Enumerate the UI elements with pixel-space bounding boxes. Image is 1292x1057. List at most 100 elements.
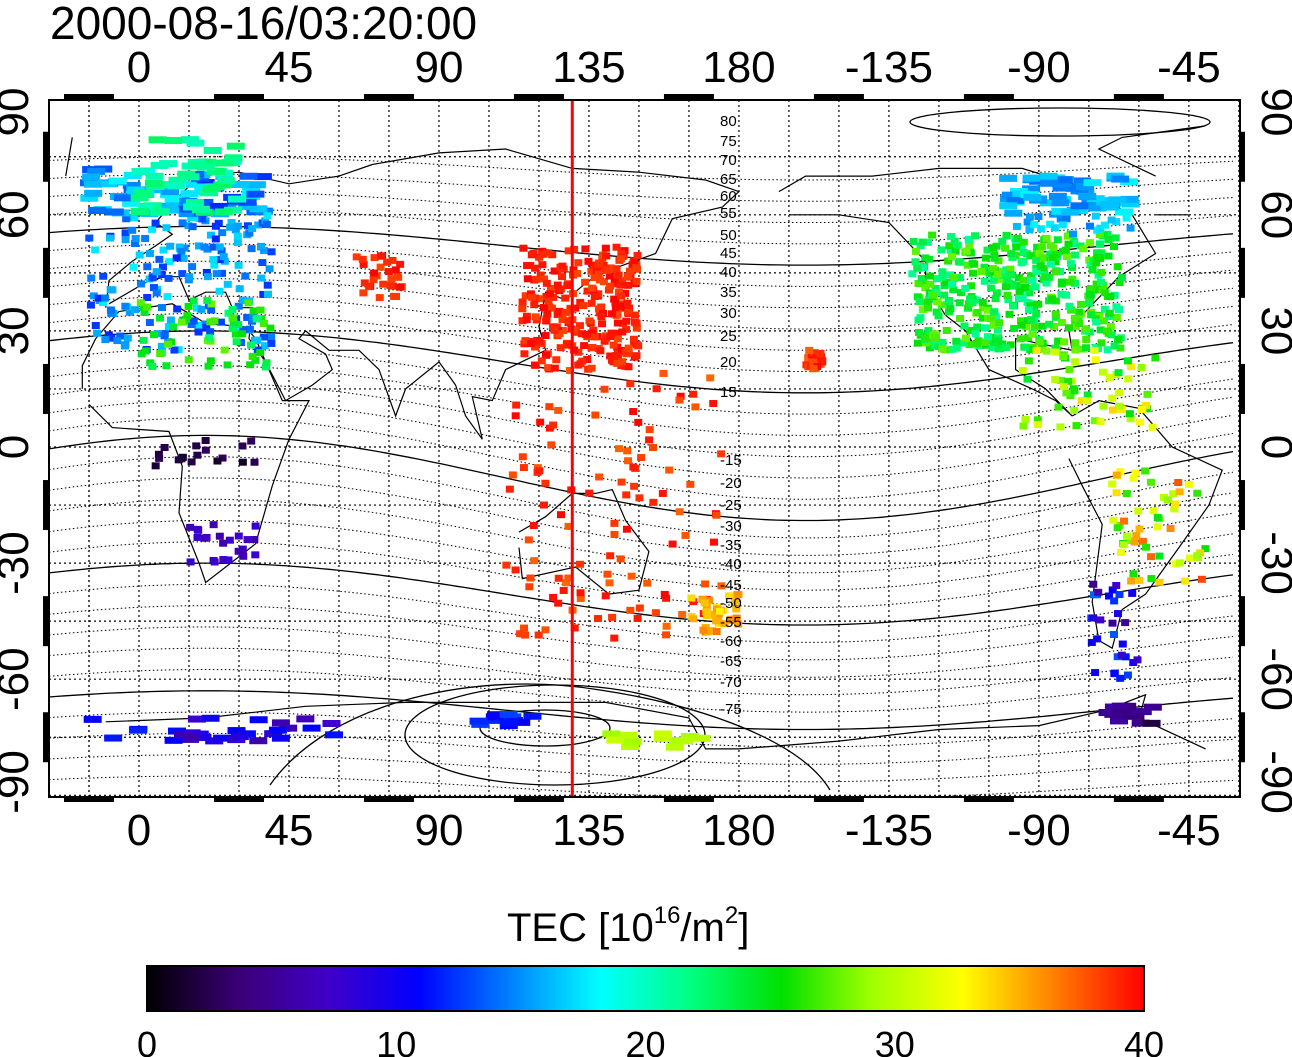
tec-marker [251,522,260,530]
tec-marker [529,249,538,257]
tec-marker [1086,239,1095,247]
tec-marker [1039,199,1058,207]
contour-label: -60 [720,633,742,650]
tec-marker [243,222,252,230]
tec-marker [668,540,677,548]
tec-marker [662,631,671,639]
tec-marker [220,257,229,265]
tec-marker [238,202,257,210]
tec-marker [121,229,130,237]
top-tick-bar [63,94,114,99]
tec-marker [1096,278,1105,286]
tec-marker [123,334,132,342]
tec-marker [188,263,197,271]
tec-marker [257,274,266,282]
tec-marker [231,180,250,188]
tec-marker [609,341,618,349]
tec-marker [120,342,129,350]
bottom-tick-bar [513,797,564,802]
tec-marker [228,305,237,313]
tec-marker [512,718,531,726]
tec-marker [1135,525,1144,533]
tec-marker [922,334,931,342]
tec-marker [621,348,630,356]
tec-marker [1037,225,1046,233]
tec-marker [104,734,123,742]
tec-marker [180,190,199,198]
tec-marker [164,195,183,203]
tec-marker [612,352,621,360]
tec-marker [1070,240,1079,248]
tec-marker [550,326,559,334]
tec-marker [187,321,196,329]
tec-marker [564,574,573,582]
tec-marker [1038,345,1047,353]
tec-marker [159,160,178,168]
tec-marker [1132,532,1141,540]
tec-marker [913,339,922,347]
magnetic-contour [49,690,1234,731]
tec-marker [245,229,254,237]
tec-marker [1027,272,1036,280]
tec-marker [234,320,243,328]
tec-marker [1129,570,1138,578]
tec-marker [549,323,558,331]
tec-marker [160,206,179,214]
tec-marker [1100,305,1109,313]
tec-marker [232,338,241,346]
contour-label: -75 [720,701,742,718]
tec-marker [1169,490,1178,498]
tec-marker [184,222,193,230]
tec-marker [964,304,973,312]
left-latitude-label: 90 [0,88,38,137]
tec-marker [549,421,558,429]
tec-marker [200,189,219,197]
right-tick-bar [1240,247,1245,298]
tec-marker [1014,274,1023,282]
tec-marker [143,263,152,271]
tec-marker [1120,517,1129,525]
tec-marker [1077,397,1086,405]
tec-marker [967,282,976,290]
tec-marker [808,358,817,366]
tec-marker [511,566,520,574]
tec-marker [1016,317,1025,325]
tec-marker [1129,659,1138,667]
tec-marker [360,279,369,287]
tec-marker [152,268,161,276]
tec-marker [1106,293,1115,301]
tec-marker [396,260,405,268]
tec-marker [1059,382,1068,390]
tec-marker [1061,246,1070,254]
tec-marker [202,184,221,192]
tec-marker [1090,346,1099,354]
tec-marker [1108,394,1117,402]
tec-marker [1135,576,1144,584]
tec-marker [544,364,553,372]
tec-marker [246,190,265,198]
tec-marker [524,536,533,544]
tec-marker [137,350,146,358]
tec-marker [1033,243,1042,251]
tec-marker [559,586,568,594]
tec-marker [1149,507,1158,515]
tec-marker [705,596,714,604]
tec-marker [610,519,619,527]
tec-marker [564,317,573,325]
tec-marker [178,210,197,218]
contour-label: 75 [720,133,737,150]
tec-marker [205,334,214,342]
tec-marker [977,267,986,275]
tec-marker [578,357,587,365]
tec-marker [1027,316,1036,324]
tec-marker [1088,204,1107,212]
tec-marker [1065,302,1074,310]
tec-marker [157,271,166,279]
tec-marker [202,533,211,541]
tec-marker [981,254,990,262]
tec-marker [548,251,557,259]
tec-marker [1117,651,1126,659]
tec-marker [164,274,173,282]
tec-marker [941,279,950,287]
